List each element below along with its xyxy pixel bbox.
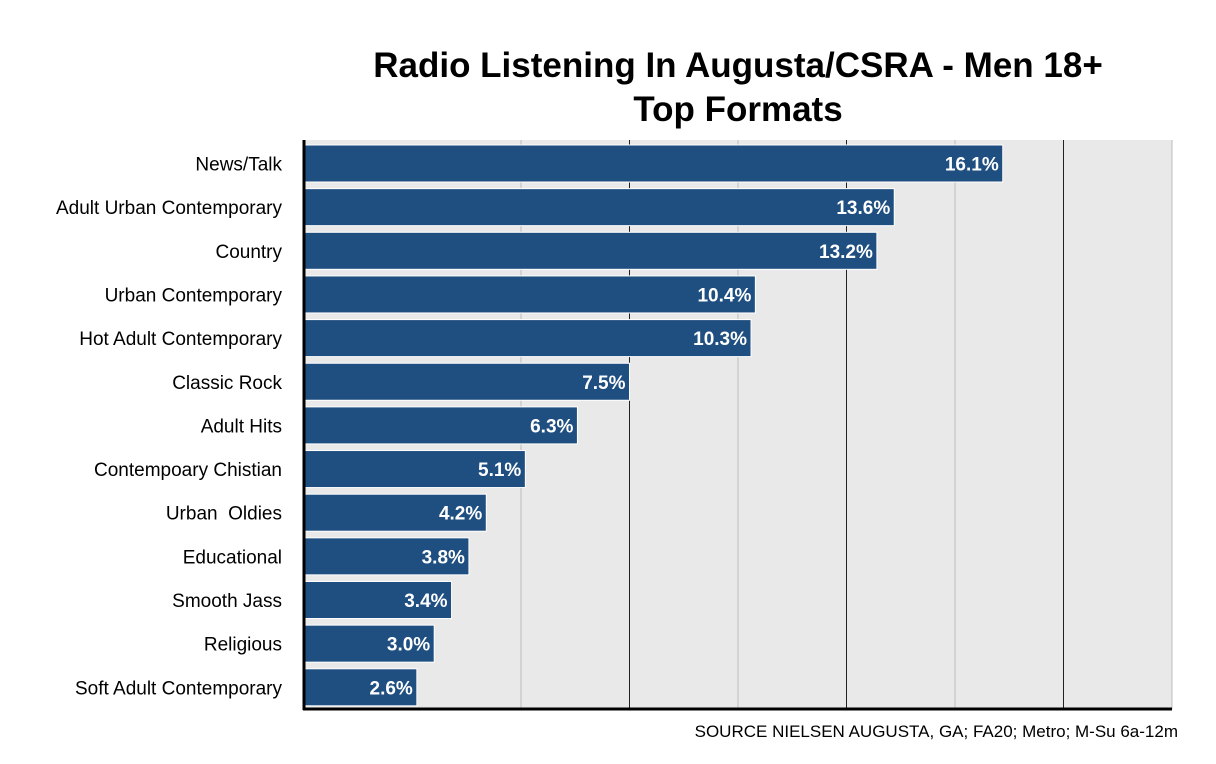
data-label-3: 10.4% — [697, 285, 751, 306]
bar-1 — [303, 188, 895, 227]
category-label-10: Smooth Jass — [172, 591, 282, 612]
bar-3 — [303, 275, 756, 314]
category-label-9: Educational — [183, 547, 282, 568]
data-label-4: 10.3% — [693, 329, 747, 350]
category-label-8: Urban Oldies — [166, 504, 282, 525]
category-labels: News/Talk Adult Urban Contemporary Country… — [56, 155, 283, 700]
data-label-8: 4.2% — [439, 504, 482, 525]
source-note: SOURCE NIELSEN AUGUSTA, GA; FA20; Metro;… — [694, 722, 1178, 741]
bar-9 — [303, 537, 470, 576]
data-label-12: 2.6% — [370, 678, 413, 699]
category-label-12: Soft Adult Contemporary — [75, 678, 282, 699]
category-label-1: Adult Urban Contemporary — [56, 198, 282, 219]
data-label-7: 5.1% — [478, 460, 521, 481]
bar-5 — [303, 362, 630, 401]
category-label-7: Contempoary Chistian — [94, 460, 282, 481]
data-label-5: 7.5% — [582, 373, 625, 394]
chart-title-line-1: Radio Listening In Augusta/CSRA - Men 18… — [373, 46, 1103, 85]
bar-0 — [303, 144, 1004, 183]
bar-7 — [303, 450, 526, 489]
data-label-6: 6.3% — [530, 416, 573, 437]
bar-2 — [303, 231, 878, 270]
bar-10 — [303, 581, 453, 619]
bar-8 — [303, 493, 487, 532]
data-label-2: 13.2% — [819, 242, 873, 263]
category-label-3: Urban Contemporary — [105, 285, 283, 306]
bars: 16.1% 13.6% 13.2% 10.4% 10.3% 7.5% 6.3% 5.1% 4.2… — [303, 144, 1004, 707]
bar-4 — [303, 319, 752, 358]
data-label-10: 3.4% — [404, 591, 447, 612]
category-label-2: Country — [215, 242, 282, 263]
category-label-0: News/Talk — [195, 155, 282, 176]
data-label-11: 3.0% — [387, 635, 430, 656]
category-label-11: Religious — [204, 635, 282, 656]
axes — [302, 140, 1172, 711]
category-label-5: Classic Rock — [172, 373, 282, 394]
bar-11 — [303, 624, 435, 663]
bar-6 — [303, 406, 578, 445]
chart-title-line-2: Top Formats — [633, 90, 843, 129]
data-label-0: 16.1% — [945, 155, 999, 176]
bar-12 — [303, 668, 418, 707]
data-label-1: 13.6% — [836, 198, 890, 219]
category-label-4: Hot Adult Contemporary — [79, 329, 282, 350]
data-label-9: 3.8% — [422, 547, 465, 568]
category-label-6: Adult Hits — [201, 416, 282, 437]
